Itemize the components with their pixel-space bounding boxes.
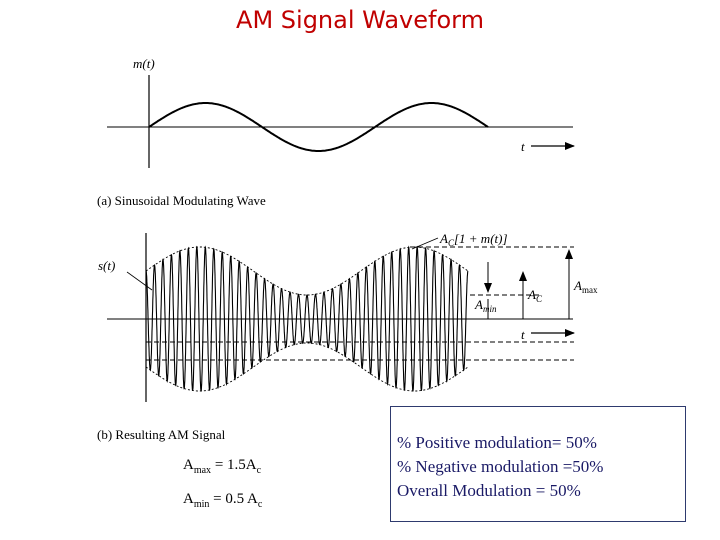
panel-a-caption: (a) Sinusoidal Modulating Wave [97, 193, 266, 208]
page-title: AM Signal Waveform [236, 6, 484, 34]
amax-note: Amax = 1.5Ac [183, 457, 262, 476]
info-line-positive: % Positive modulation= 50% [397, 433, 597, 452]
panel-b-caption: (b) Resulting AM Signal [97, 427, 226, 442]
upper-envelope [145, 246, 469, 296]
panel-b-ylabel: s(t) [98, 258, 115, 273]
amin-label: Amin [474, 297, 497, 314]
ac-label: AC [527, 287, 543, 304]
am-carrier-line [145, 245, 469, 392]
info-line-overall: Overall Modulation = 50% [397, 481, 581, 500]
panel-a-ylabel: m(t) [133, 56, 155, 71]
info-line-negative: % Negative modulation =50% [397, 457, 604, 476]
panel-b-ylabel-leader [126, 271, 153, 291]
modulation-info-box: % Positive modulation= 50% % Negative mo… [390, 406, 686, 522]
amin-note: Amin = 0.5 Ac [183, 491, 263, 510]
amax-label: Amax [573, 278, 598, 295]
am-carrier-wave [145, 245, 469, 392]
panel-a-xlabel: t [521, 139, 525, 154]
envelope-label: AC[1 + m(t)] [439, 231, 508, 248]
envelope-label-leader [411, 237, 439, 250]
panel-b-xlabel: t [521, 327, 525, 342]
modulating-wave-line [148, 102, 489, 152]
